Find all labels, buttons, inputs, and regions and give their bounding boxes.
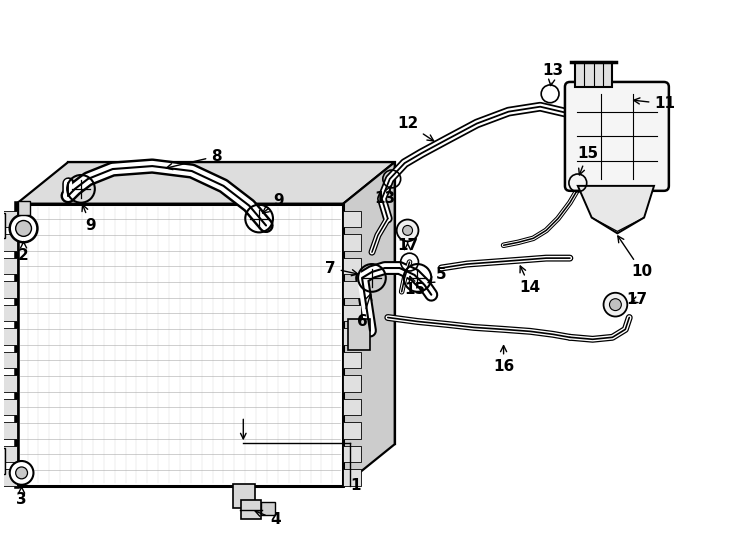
Text: 10: 10 bbox=[618, 236, 653, 280]
Bar bbox=[3, 211, 17, 227]
Bar bbox=[575, 62, 612, 87]
Bar bbox=[241, 500, 261, 519]
Bar bbox=[344, 328, 361, 345]
Bar bbox=[0, 448, 4, 474]
Bar bbox=[344, 399, 361, 415]
Text: 17: 17 bbox=[397, 238, 418, 253]
Bar bbox=[3, 281, 17, 298]
Circle shape bbox=[15, 467, 28, 479]
Polygon shape bbox=[17, 204, 344, 486]
Text: 14: 14 bbox=[520, 266, 541, 295]
Text: 2: 2 bbox=[18, 241, 29, 262]
Bar bbox=[3, 399, 17, 415]
Bar bbox=[344, 258, 361, 274]
Bar bbox=[3, 469, 17, 486]
Text: 5: 5 bbox=[428, 267, 446, 282]
Circle shape bbox=[15, 220, 32, 237]
Circle shape bbox=[396, 220, 418, 241]
Circle shape bbox=[609, 299, 622, 310]
Text: 9: 9 bbox=[82, 205, 96, 233]
Bar bbox=[344, 234, 361, 251]
Bar bbox=[3, 375, 17, 391]
Bar bbox=[18, 201, 29, 214]
Circle shape bbox=[403, 226, 413, 235]
Circle shape bbox=[603, 293, 628, 316]
Text: 8: 8 bbox=[167, 148, 222, 170]
Bar bbox=[344, 211, 361, 227]
Bar bbox=[344, 469, 361, 486]
Text: 3: 3 bbox=[16, 487, 27, 507]
Text: 17: 17 bbox=[627, 292, 647, 307]
Text: 15: 15 bbox=[577, 146, 598, 175]
Bar bbox=[3, 234, 17, 251]
Bar bbox=[344, 352, 361, 368]
Text: 1: 1 bbox=[350, 478, 360, 493]
Bar bbox=[233, 484, 255, 508]
Bar bbox=[3, 258, 17, 274]
Text: 7: 7 bbox=[325, 260, 357, 276]
Bar bbox=[344, 422, 361, 438]
Bar bbox=[344, 281, 361, 298]
Bar bbox=[261, 502, 275, 516]
Polygon shape bbox=[344, 162, 395, 486]
Text: 15: 15 bbox=[404, 276, 425, 298]
Text: 11: 11 bbox=[633, 96, 675, 111]
Text: 12: 12 bbox=[397, 116, 434, 141]
Bar bbox=[344, 305, 361, 321]
Text: 13: 13 bbox=[374, 186, 396, 206]
Bar bbox=[3, 352, 17, 368]
Polygon shape bbox=[578, 186, 654, 233]
Polygon shape bbox=[17, 162, 395, 204]
Text: 16: 16 bbox=[493, 346, 515, 375]
Bar bbox=[3, 305, 17, 321]
Text: 6: 6 bbox=[357, 294, 371, 329]
Text: 9: 9 bbox=[263, 193, 284, 213]
Bar bbox=[344, 375, 361, 391]
Bar bbox=[344, 446, 361, 462]
Circle shape bbox=[10, 461, 34, 485]
FancyBboxPatch shape bbox=[565, 82, 669, 191]
Circle shape bbox=[10, 214, 37, 242]
Polygon shape bbox=[68, 162, 395, 444]
Bar bbox=[348, 319, 370, 350]
Text: 13: 13 bbox=[542, 63, 564, 85]
Bar bbox=[0, 213, 4, 238]
Bar bbox=[3, 422, 17, 438]
Text: 4: 4 bbox=[255, 510, 281, 527]
Bar bbox=[3, 446, 17, 462]
Bar bbox=[3, 328, 17, 345]
